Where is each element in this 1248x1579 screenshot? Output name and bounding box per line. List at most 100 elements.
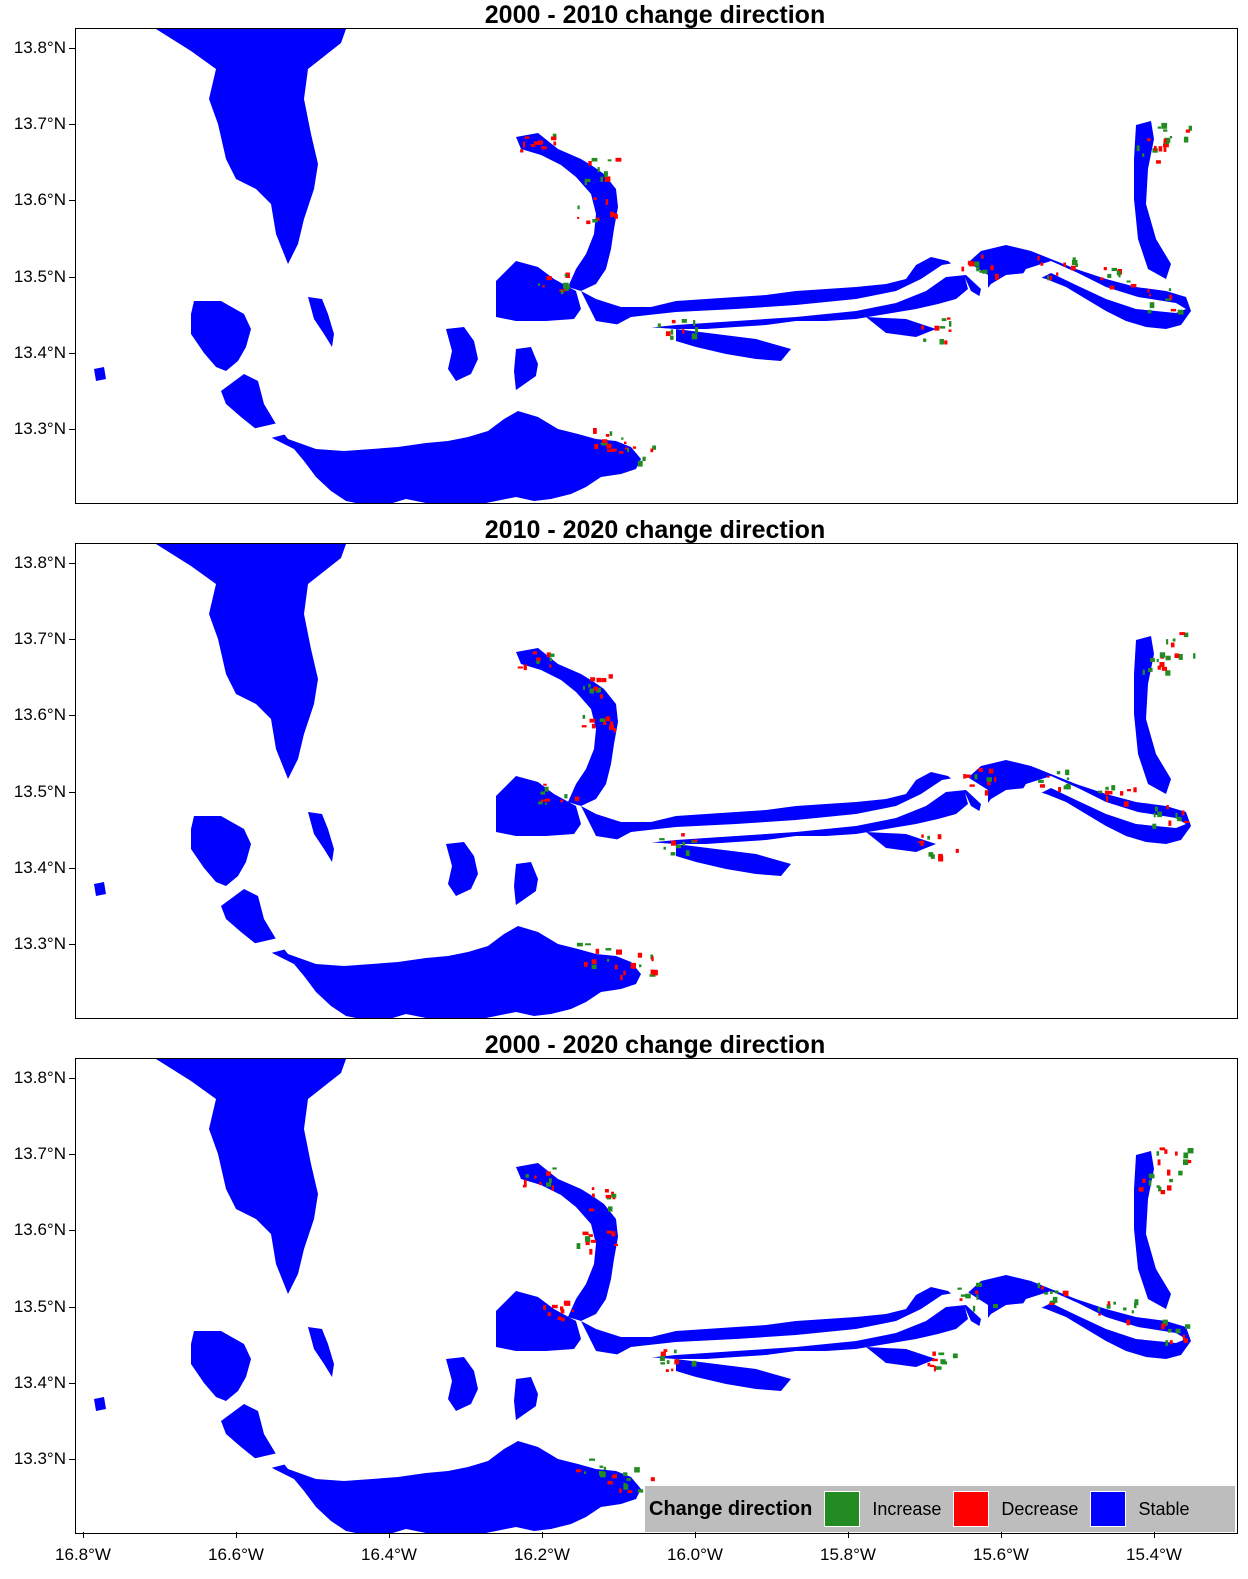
stable-area <box>94 1397 106 1411</box>
decrease-pixel <box>607 1481 613 1485</box>
y-tick-label: 13.7°N <box>13 114 66 133</box>
decrease-pixel <box>547 1312 551 1317</box>
decrease-pixel <box>1167 1169 1171 1176</box>
increase-pixel <box>1049 1300 1056 1305</box>
y-tick-label: 13.5°N <box>13 1297 66 1316</box>
increase-pixel <box>1134 1299 1139 1306</box>
decrease-pixel <box>1175 1151 1178 1156</box>
increase-pixel <box>626 1478 631 1481</box>
increase-pixel <box>582 714 586 719</box>
y-tick-label: 13.3°N <box>13 934 66 953</box>
decrease-pixel <box>1107 1301 1111 1306</box>
increase-pixel <box>670 335 674 340</box>
decrease-pixel <box>553 141 557 146</box>
decrease-pixel <box>1167 1185 1172 1191</box>
decrease-pixel <box>523 664 527 671</box>
increase-pixel <box>1044 1292 1049 1295</box>
increase-pixel <box>663 846 666 850</box>
increase-pixel <box>589 688 594 694</box>
decrease-pixel <box>994 273 999 280</box>
stable-area <box>221 374 641 503</box>
decrease-pixel <box>542 285 545 288</box>
decrease-pixel <box>934 325 940 331</box>
decrease-pixel <box>625 447 629 450</box>
decrease-pixel <box>682 328 685 334</box>
increase-pixel <box>1142 153 1145 157</box>
decrease-pixel <box>591 959 597 965</box>
increase-pixel <box>976 1282 982 1287</box>
increase-pixel <box>670 329 674 335</box>
increase-pixel <box>560 289 564 295</box>
decrease-pixel <box>619 451 624 454</box>
stable-area <box>308 1327 334 1377</box>
y-tick-mark <box>69 1459 75 1460</box>
decrease-pixel <box>681 833 685 837</box>
increase-pixel <box>986 777 992 782</box>
increase-pixel <box>941 1361 948 1365</box>
increase-pixel <box>600 442 607 445</box>
decrease-pixel <box>1161 1323 1165 1330</box>
increase-pixel <box>695 327 698 333</box>
increase-pixel <box>600 1471 606 1478</box>
x-tick-mark <box>389 1532 390 1538</box>
increase-pixel <box>538 801 543 805</box>
decrease-pixel <box>608 674 613 679</box>
increase-pixel <box>544 802 547 805</box>
x-tick-label: 16.6°W <box>208 1545 264 1564</box>
y-tick-mark <box>69 429 75 430</box>
decrease-pixel <box>1166 805 1169 810</box>
decrease-pixel <box>1105 796 1109 802</box>
decrease-pixel <box>534 1175 537 1179</box>
increase-pixel <box>1147 309 1152 314</box>
decrease-pixel <box>522 1184 527 1188</box>
stable-area <box>516 1163 618 1321</box>
decrease-pixel <box>1163 147 1167 152</box>
decrease-pixel <box>1126 1319 1131 1326</box>
decrease-pixel <box>604 176 611 182</box>
decrease-pixel <box>607 449 612 452</box>
decrease-pixel <box>930 1364 935 1368</box>
increase-pixel <box>642 456 646 462</box>
mangrove-map <box>76 1059 1194 1533</box>
y-tick-mark <box>69 563 75 564</box>
increase-pixel <box>563 282 569 289</box>
decrease-pixel <box>532 651 537 655</box>
decrease-pixel <box>988 768 994 774</box>
decrease-pixel <box>1040 262 1044 266</box>
decrease-pixel <box>959 1298 963 1301</box>
decrease-pixel <box>1103 267 1107 271</box>
y-tick-label: 13.3°N <box>13 1449 66 1468</box>
x-tick-label: 16.4°W <box>361 1545 417 1564</box>
increase-pixel <box>1193 653 1196 659</box>
increase-pixel <box>605 948 612 951</box>
decrease-pixel <box>1169 1340 1173 1345</box>
map-panel-3: 2000 - 2020 change direction 13.8°N 13.7°N… <box>0 1030 1248 1545</box>
decrease-pixel <box>967 260 974 265</box>
y-tick-label: 13.3°N <box>13 419 66 438</box>
y-tick-label: 13.8°N <box>13 553 66 572</box>
decrease-pixel <box>560 799 564 803</box>
decrease-pixel <box>609 724 614 731</box>
decrease-pixel <box>591 1187 595 1190</box>
stable-area <box>308 297 334 347</box>
y-tick-label: 13.5°N <box>13 782 66 801</box>
decrease-pixel <box>927 1362 931 1367</box>
decrease-pixel <box>937 834 942 840</box>
decrease-pixel <box>693 839 698 842</box>
decrease-pixel <box>551 1304 558 1309</box>
x-tick-label: 16.8°W <box>55 1545 111 1564</box>
mangrove-map <box>76 544 1196 1018</box>
decrease-pixel <box>609 721 614 726</box>
increase-pixel <box>976 1294 979 1300</box>
decrease-pixel <box>601 678 607 683</box>
decrease-pixel <box>577 216 580 219</box>
increase-pixel <box>544 786 549 792</box>
increase-pixel <box>595 687 601 693</box>
y-tick-mark <box>69 792 75 793</box>
y-tick-label: 13.7°N <box>13 629 66 648</box>
decrease-pixel <box>1170 308 1177 312</box>
stable-area <box>94 367 106 381</box>
y-tick-mark <box>69 1154 75 1155</box>
decrease-pixel <box>588 1234 593 1237</box>
decrease-pixel <box>593 428 597 434</box>
